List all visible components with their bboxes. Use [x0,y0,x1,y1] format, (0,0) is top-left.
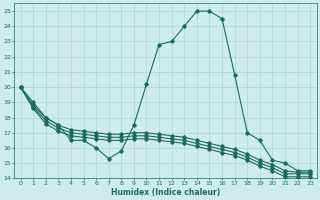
X-axis label: Humidex (Indice chaleur): Humidex (Indice chaleur) [111,188,220,197]
